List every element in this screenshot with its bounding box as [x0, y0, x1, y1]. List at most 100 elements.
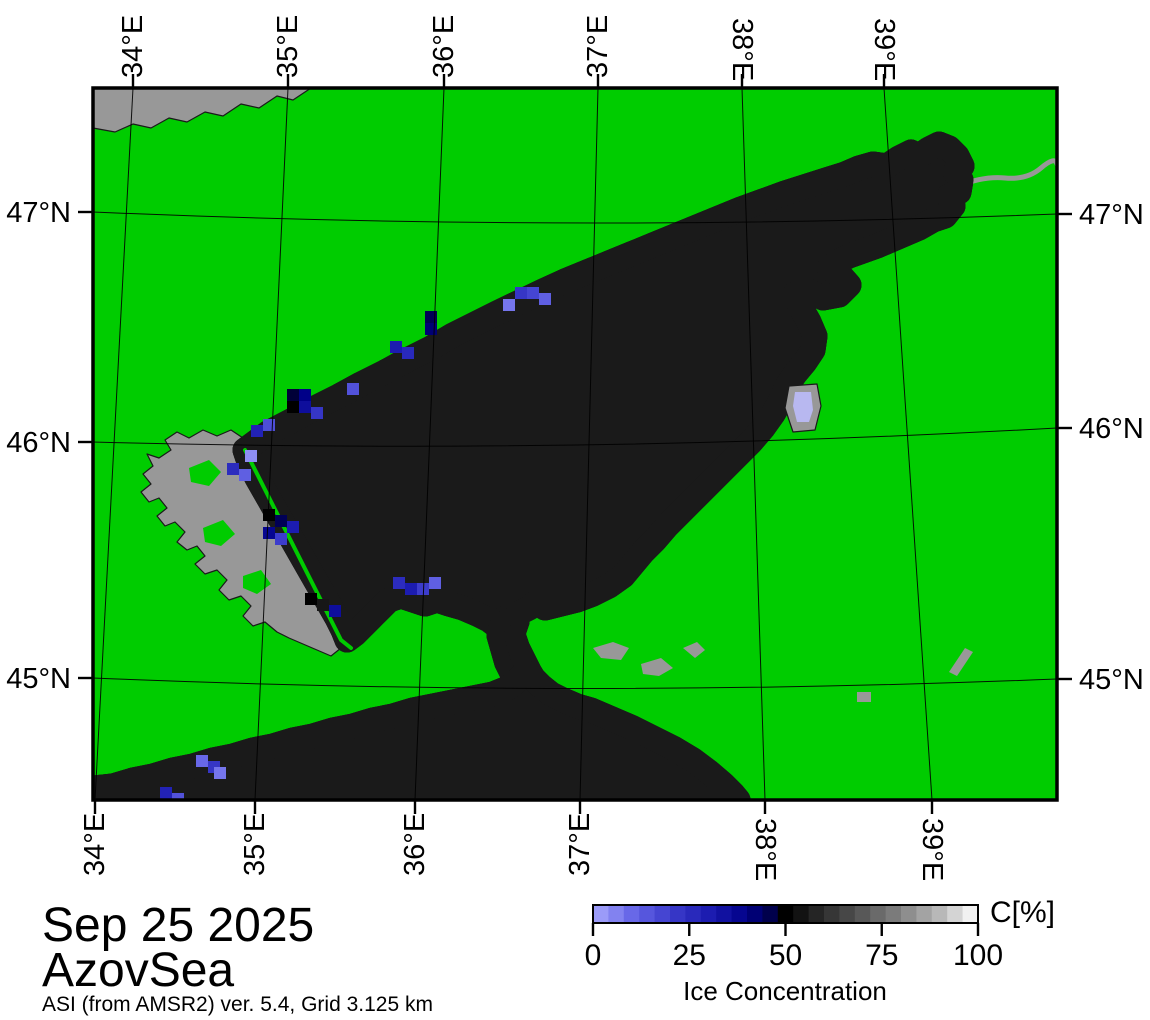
meridian-label-top: 34°E [117, 15, 149, 78]
ice-pixel [305, 593, 317, 605]
ice-pixel [287, 401, 299, 413]
ice-pixel [425, 323, 437, 335]
meridian-line [741, 88, 766, 800]
map-canvas [93, 88, 1057, 800]
parallel-line [93, 211, 1057, 224]
ice-pixel [390, 341, 402, 353]
ice-pixel [299, 389, 311, 401]
ice-pixel [160, 787, 172, 799]
ice-pixel [393, 577, 405, 589]
title-region: AzovSea [42, 944, 234, 997]
colorbar-ticks [591, 923, 980, 936]
colorbar-step [885, 905, 902, 923]
gray-patch [857, 692, 871, 702]
ice-pixel [317, 599, 329, 611]
ice-pixel [425, 311, 437, 323]
ice-pixel [417, 583, 429, 595]
sivash-island [189, 460, 221, 486]
colorbar-step [854, 905, 871, 923]
colorbar-tick-label: 0 [585, 939, 602, 972]
parallel-label-right: 47°N [1079, 199, 1144, 231]
ice-pixel [214, 767, 226, 779]
colorbar-step [808, 905, 825, 923]
colorbar-unit-label: C[%] [990, 896, 1055, 929]
colorbar-gradient [593, 905, 979, 923]
gray-patch [593, 642, 629, 660]
colorbar-step [839, 905, 856, 923]
colorbar-step [870, 905, 887, 923]
colorbar-tick-label: 25 [673, 939, 706, 972]
graticule-layer [93, 88, 1057, 800]
parallel-line [93, 427, 1057, 447]
colorbar-axis-label: Ice Concentration [683, 976, 887, 1006]
colorbar-step [947, 905, 964, 923]
arabat-spit [243, 448, 353, 650]
parallel-label-left: 46°N [6, 427, 71, 459]
ice-pixel [275, 533, 287, 545]
parallel-line [93, 677, 1057, 689]
ice-pixel [299, 401, 311, 413]
meridian-line [883, 88, 933, 800]
east-lagoon [793, 392, 813, 422]
colorbar-step [916, 905, 933, 923]
colorbar-step [639, 905, 656, 923]
ice-pixel [227, 463, 239, 475]
colorbar-step [824, 905, 840, 923]
ice-pixel [429, 577, 441, 589]
ice-pixel [239, 469, 251, 481]
parallel-label-left: 47°N [6, 197, 71, 229]
colorbar-tick-label: 50 [769, 939, 802, 972]
axis-labels: 34°E 34°E 35°E 35°E 36°E 36°E 37°E 37°E 38°E 38°E… [6, 15, 1144, 881]
colorbar-step [608, 905, 625, 923]
colorbar-step [593, 905, 609, 923]
colorbar-step [654, 905, 671, 923]
colorbar-step [762, 905, 779, 923]
colorbar-tick-label: 100 [953, 939, 1003, 972]
title-date: Sep 25 2025 [42, 899, 314, 952]
meridian-label-top: 37°E [582, 15, 614, 78]
colorbar-step [731, 905, 748, 923]
colorbar-step [670, 905, 686, 923]
colorbar-tick-label: 75 [865, 939, 898, 972]
colorbar-step [685, 905, 702, 923]
meridian-label-bottom: 35°E [239, 813, 271, 876]
sivash-island [243, 570, 271, 594]
meridian-label-top: 38°E [726, 18, 758, 81]
colorbar-step [747, 905, 763, 923]
ice-pixel [503, 299, 515, 311]
ice-pixel [329, 605, 341, 617]
map-frame [91, 86, 1059, 802]
colorbar-step [700, 905, 717, 923]
colorbar-step [623, 905, 640, 923]
ice-pixel [172, 793, 184, 800]
meridian-label-bottom: 38°E [749, 818, 781, 881]
ice-pixel [405, 583, 417, 595]
meridian-label-bottom: 36°E [399, 813, 431, 876]
colorbar-step [962, 905, 979, 923]
ice-pixel [539, 293, 551, 305]
gray-patch [641, 658, 673, 676]
don-river [956, 158, 1057, 189]
axis-ticks [78, 74, 1072, 814]
ice-pixel [527, 287, 539, 299]
gray-patch [683, 642, 705, 658]
meridian-line [414, 88, 445, 800]
colorbar-tick-labels: 0 25 50 75 100 [585, 939, 1003, 972]
meridian-label-bottom: 37°E [564, 813, 596, 876]
colorbar-step [777, 905, 794, 923]
meridian-label-bottom: 34°E [79, 813, 111, 876]
meridian-line [579, 88, 599, 800]
meridian-label-top: 36°E [428, 15, 460, 78]
ice-pixel [311, 407, 323, 419]
meridian-label-top: 39°E [868, 18, 900, 81]
gray-patch [949, 648, 973, 676]
colorbar-step [931, 905, 948, 923]
ice-pixel-layer [160, 287, 551, 800]
colorbar-step [716, 905, 733, 923]
ice-pixel [251, 425, 263, 437]
ice-pixel [402, 347, 414, 359]
ice-pixel [196, 755, 208, 767]
caption-algorithm: ASI (from AMSR2) ver. 5.4, Grid 3.125 km [42, 993, 433, 1016]
ice-pixel [263, 419, 275, 431]
